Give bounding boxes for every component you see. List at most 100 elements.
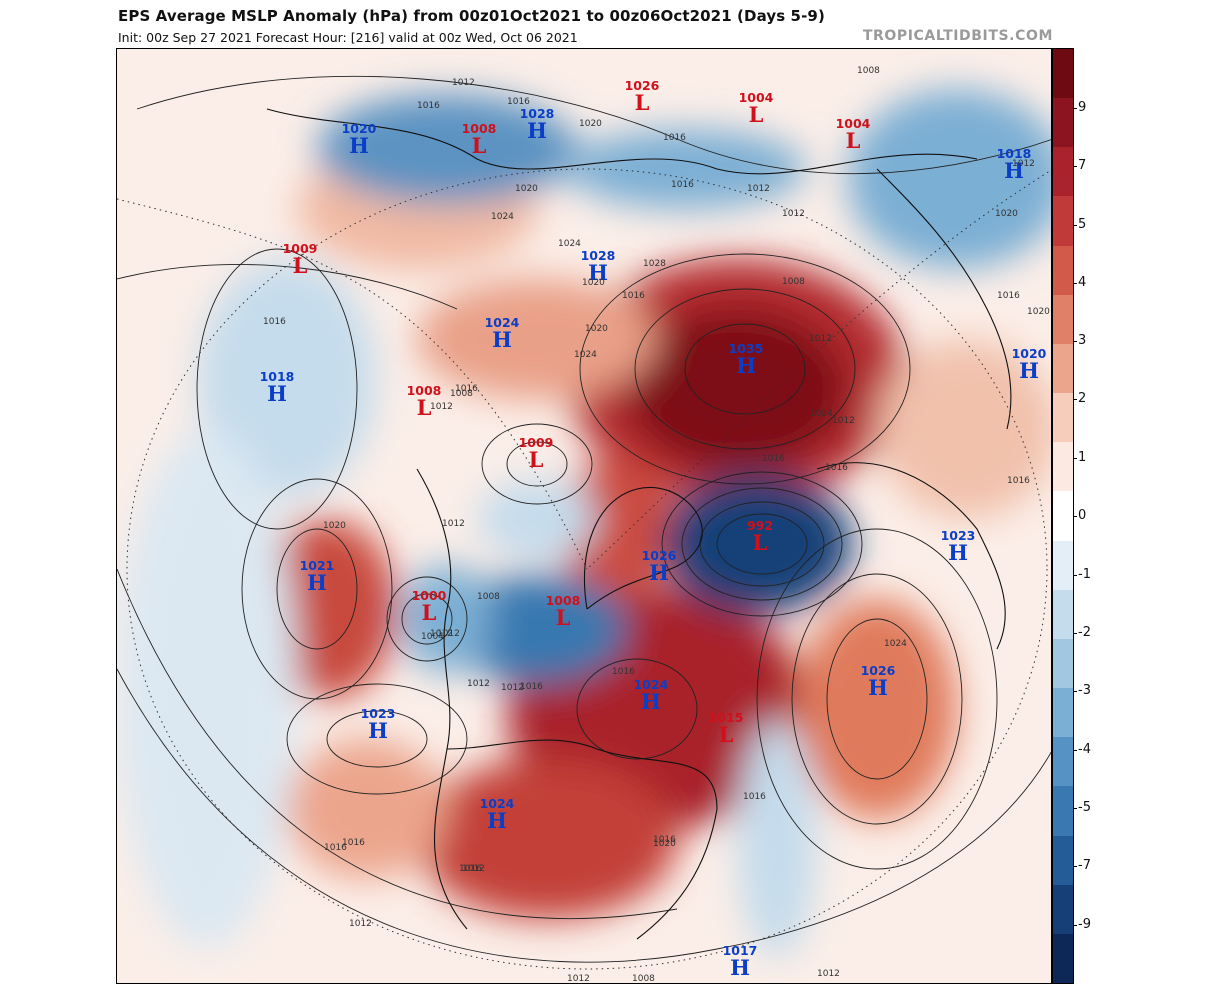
isobar-label: 1020: [1027, 307, 1050, 317]
isobar-label: 1012: [442, 519, 465, 529]
isobar-label: 1016: [743, 792, 766, 802]
isobar-label: 1016: [455, 384, 478, 394]
colorbar-tick-mark: [1073, 750, 1077, 751]
colorbar-tick-mark: [1073, 341, 1077, 342]
isobars: [117, 75, 1051, 963]
colorbar-tick-label: -1: [1078, 567, 1091, 582]
isobar-label: 1016: [324, 843, 347, 853]
colorbar-tick-label: -9: [1078, 917, 1091, 932]
low-symbol: L: [634, 90, 650, 115]
pressure-value: 1018: [259, 369, 295, 384]
high-symbol: H: [641, 689, 661, 714]
colorbar-segment: [1053, 737, 1073, 787]
pressure-value: 1035: [728, 341, 764, 356]
pressure-value: 1008: [461, 121, 497, 136]
low-pressure-center: 1008 L: [533, 594, 593, 629]
pressure-value: 992: [746, 518, 774, 533]
pressure-value: 1020: [341, 121, 377, 136]
colorbar-tick-mark: [1073, 283, 1077, 284]
colorbar-segment: [1053, 393, 1073, 443]
map-subtitle: Init: 00z Sep 27 2021 Forecast Hour: [21…: [118, 30, 578, 45]
isobar-label: 1024: [810, 409, 833, 419]
colorbar-segment: [1053, 196, 1073, 247]
isobar-label: 1016: [342, 838, 365, 848]
high-symbol: H: [730, 955, 750, 980]
colorbar-tick-label: 9: [1078, 100, 1087, 115]
high-pressure-center: 1023 H: [928, 529, 988, 564]
isobar-label: 1016: [663, 133, 686, 143]
isobar-label: 1016: [263, 317, 286, 327]
pressure-value: 1004: [835, 116, 871, 131]
colorbar-segment: [1053, 491, 1073, 542]
isobar-label: 1016: [612, 667, 635, 677]
isobar-label: 1012: [467, 679, 490, 689]
high-pressure-center: 1023 H: [348, 707, 408, 742]
pressure-value: 1017: [722, 943, 758, 958]
isobar-label: 1008: [450, 389, 473, 399]
colorbar-segment: [1053, 933, 1073, 984]
colorbar-tick-label: -5: [1078, 800, 1091, 815]
isobar-label: 1024: [491, 212, 514, 222]
pressure-value: 1024: [633, 677, 669, 692]
colorbar-tick-mark: [1073, 691, 1077, 692]
high-symbol: H: [349, 133, 369, 158]
pressure-value: 1026: [624, 78, 660, 93]
isobar-label: 1012: [747, 184, 770, 194]
pressure-value: 1020: [1011, 346, 1047, 361]
low-symbol: L: [718, 722, 734, 747]
low-pressure-center: 1009 L: [506, 436, 566, 471]
colorbar-segment: [1053, 540, 1073, 591]
low-pressure-center: 1026 L: [612, 79, 672, 114]
pressure-value: 1028: [519, 106, 555, 121]
low-symbol: L: [421, 600, 437, 625]
low-pressure-center: 1008 L: [449, 122, 509, 157]
isobar-label: 1020: [585, 324, 608, 334]
low-symbol: L: [845, 128, 861, 153]
isobar-label: 1020: [582, 278, 605, 288]
colorbar-tick-label: 2: [1078, 391, 1087, 406]
pressure-value: 1008: [406, 383, 442, 398]
colorbar-segment: [1053, 884, 1073, 935]
colorbar-tick-mark: [1073, 808, 1077, 809]
colorbar-segment: [1053, 835, 1073, 886]
isobar-label: 1012: [452, 78, 475, 88]
colorbar-tick-label: 3: [1078, 333, 1087, 348]
colorbar-segment: [1053, 294, 1073, 345]
low-pressure-center: 1009 L: [270, 242, 330, 277]
coastlines: [266, 108, 1012, 940]
colorbar-tick-label: 5: [1078, 217, 1087, 232]
colorbar-tick-mark: [1073, 166, 1077, 167]
isobar-label: 1020: [995, 209, 1018, 219]
isobar-label: 1016: [459, 864, 482, 874]
isobar-label: 1004: [421, 632, 444, 642]
high-symbol: H: [736, 353, 756, 378]
map-title: EPS Average MSLP Anomaly (hPa) from 00z0…: [118, 7, 825, 25]
colorbar-segment: [1053, 98, 1073, 148]
high-pressure-center: 1026 H: [629, 549, 689, 584]
isobar-label: 1012: [430, 402, 453, 412]
colorbar-tick-mark: [1073, 458, 1077, 459]
colorbar-tick-mark: [1073, 225, 1077, 226]
colorbar-segment: [1053, 589, 1073, 640]
high-symbol: H: [492, 327, 512, 352]
colorbar-segment: [1053, 638, 1073, 689]
low-symbol: L: [292, 253, 308, 278]
isobar-label: 1016: [653, 835, 676, 845]
isobar-label: 1016: [1007, 476, 1030, 486]
high-pressure-center: 1024 H: [621, 678, 681, 713]
isobar-label: 1008: [857, 66, 880, 76]
colorbar-tick-mark: [1073, 925, 1077, 926]
colorbar-tick-mark: [1073, 399, 1077, 400]
isobar-label: 1008: [632, 974, 655, 984]
colorbar-segment: [1053, 343, 1073, 394]
colorbar-segment: [1053, 245, 1073, 296]
low-symbol: L: [555, 605, 571, 630]
isobar-label: 1016: [762, 454, 785, 464]
isobar-label: 1024: [884, 639, 907, 649]
pressure-value: 1008: [545, 593, 581, 608]
pressure-value: 1026: [641, 548, 677, 563]
pressure-value: 1021: [299, 558, 335, 573]
isobar-label: 1024: [558, 239, 581, 249]
high-pressure-center: 1028 H: [507, 107, 567, 142]
pressure-value: 1000: [411, 588, 447, 603]
